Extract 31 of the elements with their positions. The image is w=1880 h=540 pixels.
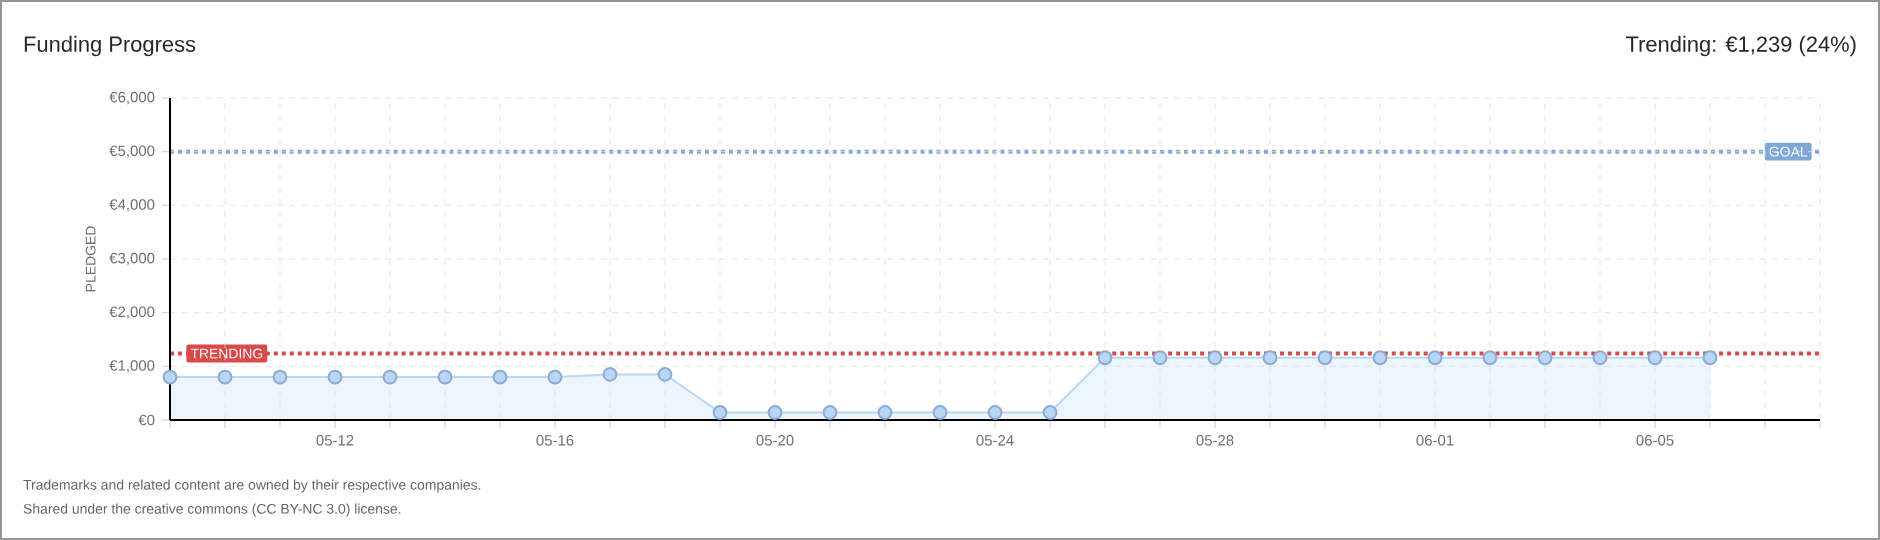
point [382,369,398,385]
point [1702,350,1718,366]
point [1262,350,1278,366]
point [437,369,453,385]
point [327,369,343,385]
chart-subtitle: Trending: €1,239 (24%) [1625,35,1856,57]
point [272,369,288,385]
point [1592,350,1608,366]
point [162,369,178,385]
point [932,405,948,420]
point [712,405,728,420]
point [547,369,563,385]
point [602,366,618,382]
point [987,405,1003,420]
point [1042,405,1058,420]
point [767,405,783,420]
point [1427,350,1443,366]
point [877,405,893,420]
point [1207,350,1223,366]
point [1097,350,1113,366]
point [657,366,673,382]
point [1537,350,1553,366]
point [1482,350,1498,366]
point [1372,350,1388,366]
point [217,369,233,385]
point [492,369,508,385]
point [1647,350,1663,366]
point [1317,350,1333,366]
chart-title: Funding Progress [24,35,196,57]
point [1152,350,1168,366]
point [822,405,838,420]
